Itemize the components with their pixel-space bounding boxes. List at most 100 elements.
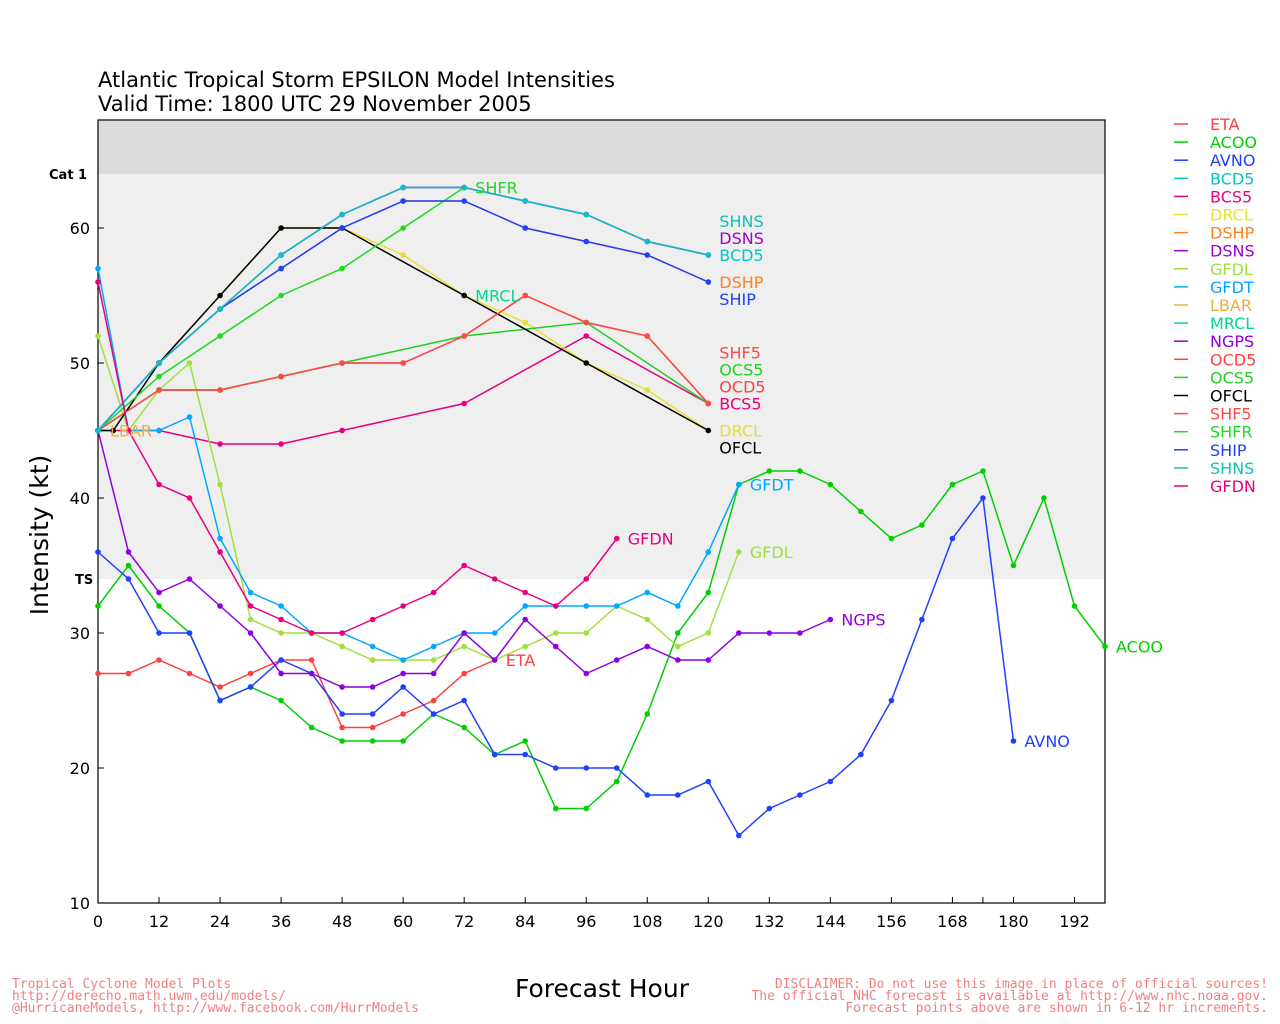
data-point — [217, 697, 223, 704]
y-tick-label: 40 — [70, 489, 90, 508]
data-point — [919, 522, 925, 528]
data-point — [674, 657, 681, 663]
data-point — [369, 684, 376, 690]
data-point — [278, 697, 284, 704]
legend-item-dsns: DSNS — [1174, 242, 1255, 261]
data-point — [430, 657, 437, 663]
data-point — [705, 549, 712, 555]
series-end-label: GFDN — [628, 530, 674, 549]
data-point — [949, 481, 956, 488]
legend-label: GFDN — [1210, 477, 1256, 496]
data-point — [980, 495, 986, 501]
legend-item-ocd5: OCD5 — [1174, 350, 1256, 369]
data-point — [430, 589, 437, 596]
data-point — [400, 657, 406, 663]
legend-item-ship: SHIP — [1174, 441, 1247, 460]
data-point — [247, 630, 254, 636]
x-tick-label: 132 — [754, 912, 785, 931]
data-point — [156, 427, 162, 434]
data-point — [644, 387, 651, 393]
y-tick-label: 60 — [70, 219, 90, 238]
data-point — [400, 252, 406, 258]
legend-label: OCD5 — [1210, 350, 1256, 369]
x-tick-label: 120 — [693, 912, 724, 931]
data-point — [125, 562, 132, 569]
footer-left: Tropical Cyclone Model Plots http://dere… — [12, 977, 419, 1016]
data-point — [339, 684, 345, 690]
y-tick-label: 30 — [70, 624, 90, 643]
series-group — [95, 184, 1108, 839]
data-point — [858, 751, 864, 758]
data-point — [156, 373, 162, 380]
data-point — [644, 616, 651, 623]
data-point — [278, 616, 284, 623]
data-point — [400, 198, 406, 204]
data-point — [522, 616, 529, 623]
series-end-label: BCD5 — [719, 246, 763, 265]
data-point — [797, 792, 803, 798]
data-point — [400, 670, 406, 677]
series-shfr — [95, 184, 467, 434]
data-point — [491, 657, 498, 663]
data-point — [217, 603, 223, 609]
data-point — [430, 697, 437, 704]
x-tick-label: 0 — [93, 912, 103, 931]
data-point — [674, 643, 681, 650]
legend-item-ngps: NGPS — [1174, 332, 1254, 351]
data-point — [522, 751, 529, 758]
data-point — [583, 319, 590, 326]
data-point — [156, 360, 162, 366]
data-point — [95, 427, 101, 434]
series-end-label: OCD5 — [719, 378, 765, 397]
legend-item-ofcl: OFCL — [1174, 387, 1252, 406]
legend-label: SHNS — [1210, 459, 1254, 478]
data-point — [339, 711, 345, 717]
data-point — [369, 724, 376, 731]
data-point — [339, 427, 345, 434]
data-point — [797, 630, 803, 636]
data-point — [430, 643, 437, 650]
series-line-bcs5 — [98, 335, 709, 445]
data-point — [522, 589, 529, 596]
data-point — [339, 225, 345, 231]
legend-label: DRCL — [1210, 206, 1253, 225]
band-label: TS — [75, 573, 93, 588]
data-point — [461, 198, 467, 204]
data-point — [522, 198, 529, 204]
data-point — [583, 603, 590, 609]
series-end-label: DRCL — [719, 422, 762, 441]
data-point — [247, 589, 254, 596]
data-point — [339, 738, 345, 744]
data-point — [644, 252, 651, 258]
data-point — [644, 643, 651, 650]
legend-item-mrcl: MRCL — [1174, 314, 1254, 333]
data-point — [613, 778, 620, 785]
data-point — [705, 252, 712, 258]
data-point — [858, 508, 864, 515]
data-point — [705, 279, 712, 285]
data-point — [736, 630, 742, 636]
data-point — [613, 657, 620, 663]
data-point — [583, 630, 590, 636]
data-point — [461, 697, 467, 704]
series-end-label: ETA — [506, 651, 536, 670]
data-point — [186, 360, 193, 366]
data-point — [1102, 643, 1108, 650]
data-point — [278, 252, 284, 258]
data-point — [583, 360, 590, 366]
legend-item-shf5: SHF5 — [1174, 405, 1252, 424]
series-end-label: SHNS — [719, 212, 763, 231]
legend-item-acoo: ACOO — [1174, 133, 1257, 152]
legend-label: BCS5 — [1210, 187, 1252, 206]
legend-item-avno: AVNO — [1174, 151, 1255, 170]
legend-label: SHFR — [1210, 423, 1253, 442]
data-point — [827, 778, 834, 785]
series-shns — [95, 184, 712, 434]
data-point — [369, 657, 376, 663]
x-tick-label: 60 — [393, 912, 413, 931]
legend-item-gfdt: GFDT — [1174, 278, 1254, 297]
data-point — [308, 630, 315, 636]
data-point — [400, 738, 406, 744]
legend-item-lbar: LBAR — [1174, 296, 1252, 315]
